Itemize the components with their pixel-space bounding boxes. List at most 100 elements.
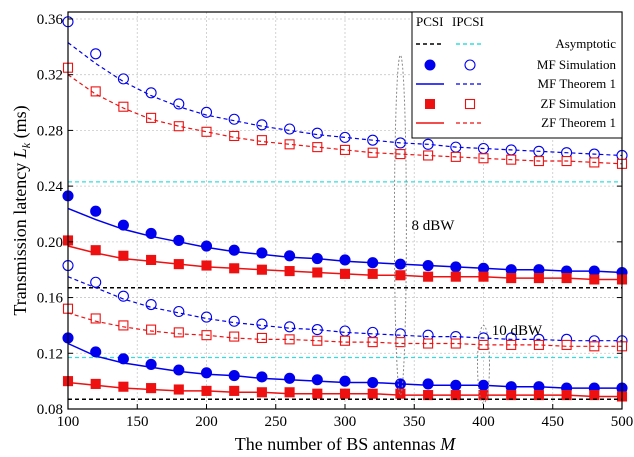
- data-point: [118, 250, 129, 261]
- zf-theorem-ipcsi-8dbw: [67, 74, 623, 165]
- legend-marks: [416, 43, 484, 124]
- data-point: [256, 247, 268, 259]
- data-point: [284, 123, 296, 135]
- annotations: 8 dBW 10 dBW: [393, 54, 543, 404]
- legend-label-zf-simulation: ZF Simulation: [541, 96, 617, 111]
- annotation-ellipse-8dbw: [393, 54, 407, 396]
- legend-label-mf-simulation: MF Simulation: [537, 57, 617, 72]
- data-point: [395, 337, 406, 348]
- mf-simulation-ipcsi-8dbw: [62, 16, 628, 162]
- data-point: [173, 327, 184, 338]
- data-point: [256, 119, 268, 131]
- data-point: [146, 383, 157, 394]
- data-point: [229, 130, 240, 142]
- data-point: [118, 101, 129, 112]
- data-point: [173, 121, 184, 132]
- data-point: [339, 375, 351, 387]
- legend-label-asymptotic: Asymptotic: [555, 36, 616, 51]
- data-point: [117, 290, 129, 302]
- tick-label-x: 450: [542, 414, 565, 430]
- series-layer: [62, 16, 628, 402]
- x-axis-label: The number of BS antennas M: [235, 434, 456, 454]
- y-axis-label: Transmission latency Lk (ms): [10, 105, 33, 315]
- legend-label-mf-theorem: MF Theorem 1: [538, 76, 616, 91]
- data-point: [284, 321, 296, 333]
- data-point: [173, 364, 185, 376]
- mf-theorem-pcsi-10dbw: [67, 342, 622, 389]
- tick-label-y: 0.12: [37, 346, 63, 362]
- data-point: [117, 73, 129, 85]
- tick-label-x: 250: [265, 414, 288, 430]
- axis-ticks: 100 150 200 250 300 350 400 450 500 0.08 0.12 0.16 0…: [37, 12, 634, 430]
- data-point: [173, 384, 184, 395]
- tick-label-y: 0.16: [37, 291, 64, 307]
- grid-lines: [68, 12, 622, 409]
- data-point: [256, 332, 267, 344]
- data-point: [90, 276, 102, 288]
- data-point: [311, 127, 323, 139]
- data-point: [339, 325, 351, 337]
- tick-label-x: 150: [126, 414, 149, 430]
- annotation-10dbw: 10 dBW: [492, 323, 543, 339]
- legend-swatch-zf-sim-pcsi: [425, 99, 435, 109]
- tick-label-y: 0.08: [37, 402, 63, 418]
- legend-header-pcsi: PCSI: [416, 14, 443, 29]
- data-point: [118, 320, 129, 331]
- data-point: [339, 335, 351, 346]
- data-point: [256, 135, 267, 146]
- data-point: [284, 250, 296, 262]
- data-point: [422, 378, 434, 390]
- zf-theorem-ipcsi-10dbw: [67, 312, 622, 347]
- tick-label-y: 0.32: [37, 68, 63, 84]
- tick-label-y: 0.28: [37, 123, 63, 139]
- tick-label-x: 350: [403, 414, 426, 430]
- data-point: [367, 268, 378, 279]
- data-point: [90, 313, 101, 324]
- data-point: [145, 87, 157, 99]
- legend-label-zf-theorem: ZF Theorem 1: [541, 115, 616, 130]
- tick-label-x: 300: [334, 414, 357, 430]
- data-point: [200, 311, 213, 323]
- data-point: [90, 245, 101, 256]
- data-point: [173, 305, 185, 318]
- tick-label-x: 500: [611, 414, 634, 430]
- mf-theorem-pcsi-8dbw: [67, 207, 623, 274]
- data-point: [367, 326, 379, 338]
- data-point: [146, 112, 157, 123]
- zf-theorem-pcsi-10dbw: [67, 381, 622, 398]
- data-point: [228, 113, 240, 125]
- mf-theorem-ipcsi-10dbw: [67, 276, 622, 342]
- data-point: [228, 244, 240, 256]
- data-point: [284, 372, 296, 384]
- data-point: [395, 388, 406, 399]
- legend-swatch-mf-sim-ipcsi: [464, 59, 476, 71]
- data-point: [256, 318, 268, 330]
- data-point: [201, 126, 212, 137]
- data-point: [589, 390, 600, 401]
- tick-label-y: 0.36: [37, 12, 64, 28]
- data-point: [201, 260, 212, 271]
- mf-simulation-pcsi-8dbw: [62, 190, 628, 279]
- data-point: [200, 367, 213, 379]
- data-point: [311, 374, 323, 386]
- data-point: [228, 315, 240, 327]
- mf-theorem-ipcsi-8dbw: [67, 42, 623, 157]
- legend-header-ipcsi: IPCSI: [452, 14, 484, 29]
- data-point: [284, 387, 295, 398]
- data-point: [90, 48, 102, 60]
- tick-label-x: 400: [472, 414, 495, 430]
- data-point: [256, 371, 268, 383]
- legend: PCSI IPCSI Asymptotic MF Simulation MF T…: [411, 11, 623, 139]
- data-point: [561, 339, 572, 350]
- data-point: [117, 219, 129, 231]
- data-point: [146, 254, 157, 266]
- data-point: [146, 324, 157, 335]
- data-point: [229, 331, 240, 342]
- data-point: [339, 254, 351, 266]
- tick-label-y: 0.20: [37, 235, 63, 251]
- legend-swatch-mf-sim-pcsi: [424, 59, 436, 71]
- data-point: [173, 98, 185, 110]
- tick-label-y: 0.24: [37, 179, 64, 195]
- legend-swatch-zf-sim-ipcsi: [464, 98, 476, 110]
- legend-box: [411, 11, 623, 139]
